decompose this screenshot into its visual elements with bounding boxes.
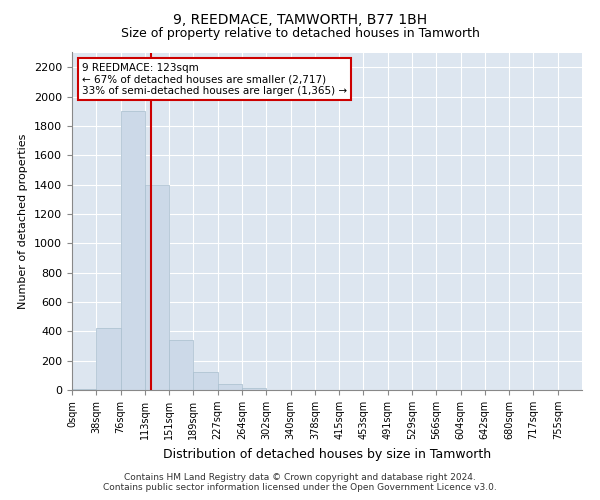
Text: Size of property relative to detached houses in Tamworth: Size of property relative to detached ho… [121, 28, 479, 40]
Text: Contains HM Land Registry data © Crown copyright and database right 2024.
Contai: Contains HM Land Registry data © Crown c… [103, 473, 497, 492]
Text: 9 REEDMACE: 123sqm
← 67% of detached houses are smaller (2,717)
33% of semi-deta: 9 REEDMACE: 123sqm ← 67% of detached hou… [82, 62, 347, 96]
Bar [121, 111, 145, 390]
Bar [242, 388, 266, 390]
Bar [96, 328, 121, 390]
Bar [169, 340, 193, 390]
Bar [193, 372, 218, 390]
Text: 9, REEDMACE, TAMWORTH, B77 1BH: 9, REEDMACE, TAMWORTH, B77 1BH [173, 12, 427, 26]
Y-axis label: Number of detached properties: Number of detached properties [19, 134, 28, 309]
Bar [218, 384, 242, 390]
Bar [145, 184, 169, 390]
X-axis label: Distribution of detached houses by size in Tamworth: Distribution of detached houses by size … [163, 448, 491, 460]
